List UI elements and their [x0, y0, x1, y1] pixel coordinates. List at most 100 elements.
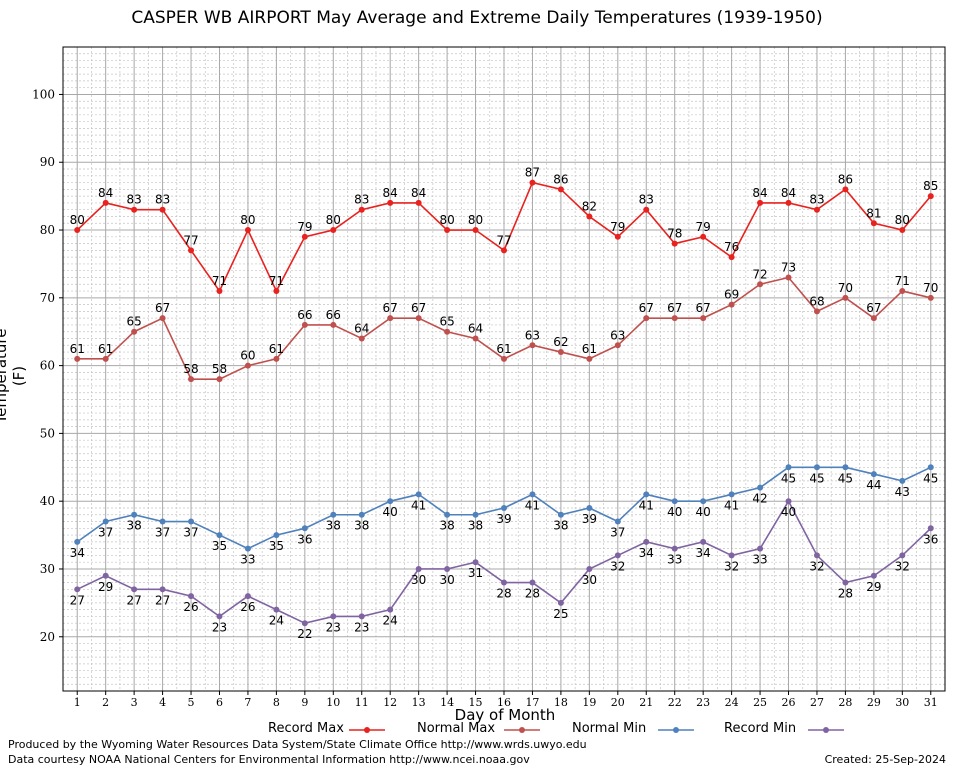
data-point-record-max: [501, 247, 507, 254]
x-tick-label: 28: [838, 696, 852, 709]
data-label-normal-max: 63: [525, 328, 540, 342]
data-label-normal-min: 40: [383, 505, 398, 519]
data-label-record-min: 26: [240, 600, 255, 614]
data-point-record-min: [899, 552, 906, 559]
data-label-record-max: 84: [98, 186, 113, 200]
data-label-record-max: 86: [553, 172, 568, 186]
data-label-normal-min: 40: [667, 505, 682, 519]
data-point-normal-min: [244, 545, 251, 552]
data-label-record-min: 29: [98, 580, 113, 594]
x-tick-label: 16: [497, 696, 511, 709]
data-label-record-max: 71: [269, 274, 284, 288]
x-tick-label: 14: [440, 696, 454, 709]
data-label-record-max: 83: [126, 193, 141, 207]
data-label-record-max: 80: [895, 213, 910, 227]
y-tick-label: 90: [40, 155, 55, 169]
data-point-normal-max: [330, 321, 337, 328]
data-point-record-min: [330, 613, 337, 620]
data-point-record-max: [102, 199, 109, 206]
data-label-record-max: 79: [297, 220, 312, 234]
data-point-normal-max: [472, 335, 479, 342]
legend-marker-normal-min: [658, 727, 694, 733]
x-tick-label: 6: [216, 696, 223, 709]
footer-data-courtesy: Data courtesy NOAA National Centers for …: [8, 753, 530, 766]
data-label-normal-max: 66: [326, 308, 341, 322]
data-point-normal-min: [131, 511, 138, 518]
data-point-record-min: [159, 586, 166, 593]
data-label-normal-max: 64: [468, 321, 483, 335]
data-point-record-max: [700, 233, 707, 240]
data-label-normal-max: 65: [439, 315, 454, 329]
data-point-normal-max: [216, 376, 223, 383]
data-label-normal-max: 70: [838, 281, 853, 295]
data-point-normal-min: [301, 525, 308, 532]
legend-label-normal-min: Normal Min: [572, 721, 647, 736]
data-point-normal-min: [501, 504, 507, 511]
data-point-normal-max: [529, 342, 536, 349]
data-point-record-max: [643, 206, 650, 213]
data-point-record-min: [472, 559, 479, 566]
x-tick-label: 22: [668, 696, 682, 709]
x-tick-label: 10: [326, 696, 340, 709]
data-point-record-min: [728, 552, 735, 559]
data-point-normal-min: [927, 464, 934, 471]
data-label-normal-max: 66: [297, 308, 312, 322]
data-point-normal-max: [700, 315, 707, 322]
data-label-record-max: 85: [923, 179, 938, 193]
data-point-record-max: [301, 233, 308, 240]
data-label-record-min: 40: [781, 505, 796, 519]
data-label-record-max: 77: [496, 233, 511, 247]
data-label-normal-max: 67: [667, 301, 682, 315]
y-axis-label: Temperature (F): [0, 328, 28, 424]
data-point-normal-max: [273, 355, 280, 362]
data-point-record-min: [216, 613, 223, 620]
legend-marker-record-max: [349, 727, 385, 733]
data-point-normal-min: [870, 471, 877, 478]
data-label-normal-min: 43: [895, 485, 910, 499]
data-point-record-max: [273, 288, 280, 295]
data-point-normal-max: [757, 281, 764, 288]
data-label-normal-min: 35: [212, 539, 227, 553]
data-point-record-max: [188, 247, 195, 254]
data-point-record-max: [444, 227, 451, 234]
data-label-record-min: 33: [667, 553, 682, 567]
data-point-record-min: [870, 572, 877, 579]
data-label-normal-min: 45: [781, 471, 796, 485]
data-point-record-max: [671, 240, 678, 247]
data-label-normal-min: 35: [269, 539, 284, 553]
data-point-normal-max: [614, 342, 621, 349]
x-tick-label: 18: [554, 696, 568, 709]
data-label-normal-min: 34: [70, 546, 85, 560]
data-label-record-max: 83: [155, 193, 170, 207]
data-point-record-max: [614, 233, 621, 240]
data-label-normal-max: 67: [639, 301, 654, 315]
data-label-normal-max: 67: [155, 301, 170, 315]
data-label-normal-max: 68: [809, 294, 824, 308]
data-point-record-min: [671, 545, 678, 552]
data-point-normal-max: [671, 315, 678, 322]
legend-label-normal-max: Normal Max: [417, 721, 496, 736]
data-label-normal-min: 39: [496, 512, 511, 526]
data-point-normal-max: [244, 362, 251, 369]
data-label-record-min: 23: [354, 620, 369, 634]
data-point-record-min: [415, 565, 422, 572]
data-label-record-min: 34: [639, 546, 654, 560]
legend-label-record-min: Record Min: [724, 721, 797, 736]
data-label-record-min: 28: [496, 587, 511, 601]
data-label-normal-max: 67: [866, 301, 881, 315]
x-tick-label: 11: [355, 696, 369, 709]
data-point-normal-max: [870, 315, 877, 322]
x-tick-label: 2: [102, 696, 109, 709]
data-label-normal-min: 37: [183, 526, 198, 540]
data-point-record-max: [757, 199, 764, 206]
data-label-record-min: 23: [212, 620, 227, 634]
data-point-record-min: [813, 552, 820, 559]
data-point-normal-max: [586, 355, 593, 362]
y-tick-label: 30: [40, 562, 55, 576]
data-label-normal-min: 44: [866, 478, 881, 492]
data-label-normal-min: 41: [639, 498, 654, 512]
data-label-record-max: 80: [240, 213, 255, 227]
x-tick-label: 17: [525, 696, 539, 709]
data-point-normal-min: [358, 511, 365, 518]
